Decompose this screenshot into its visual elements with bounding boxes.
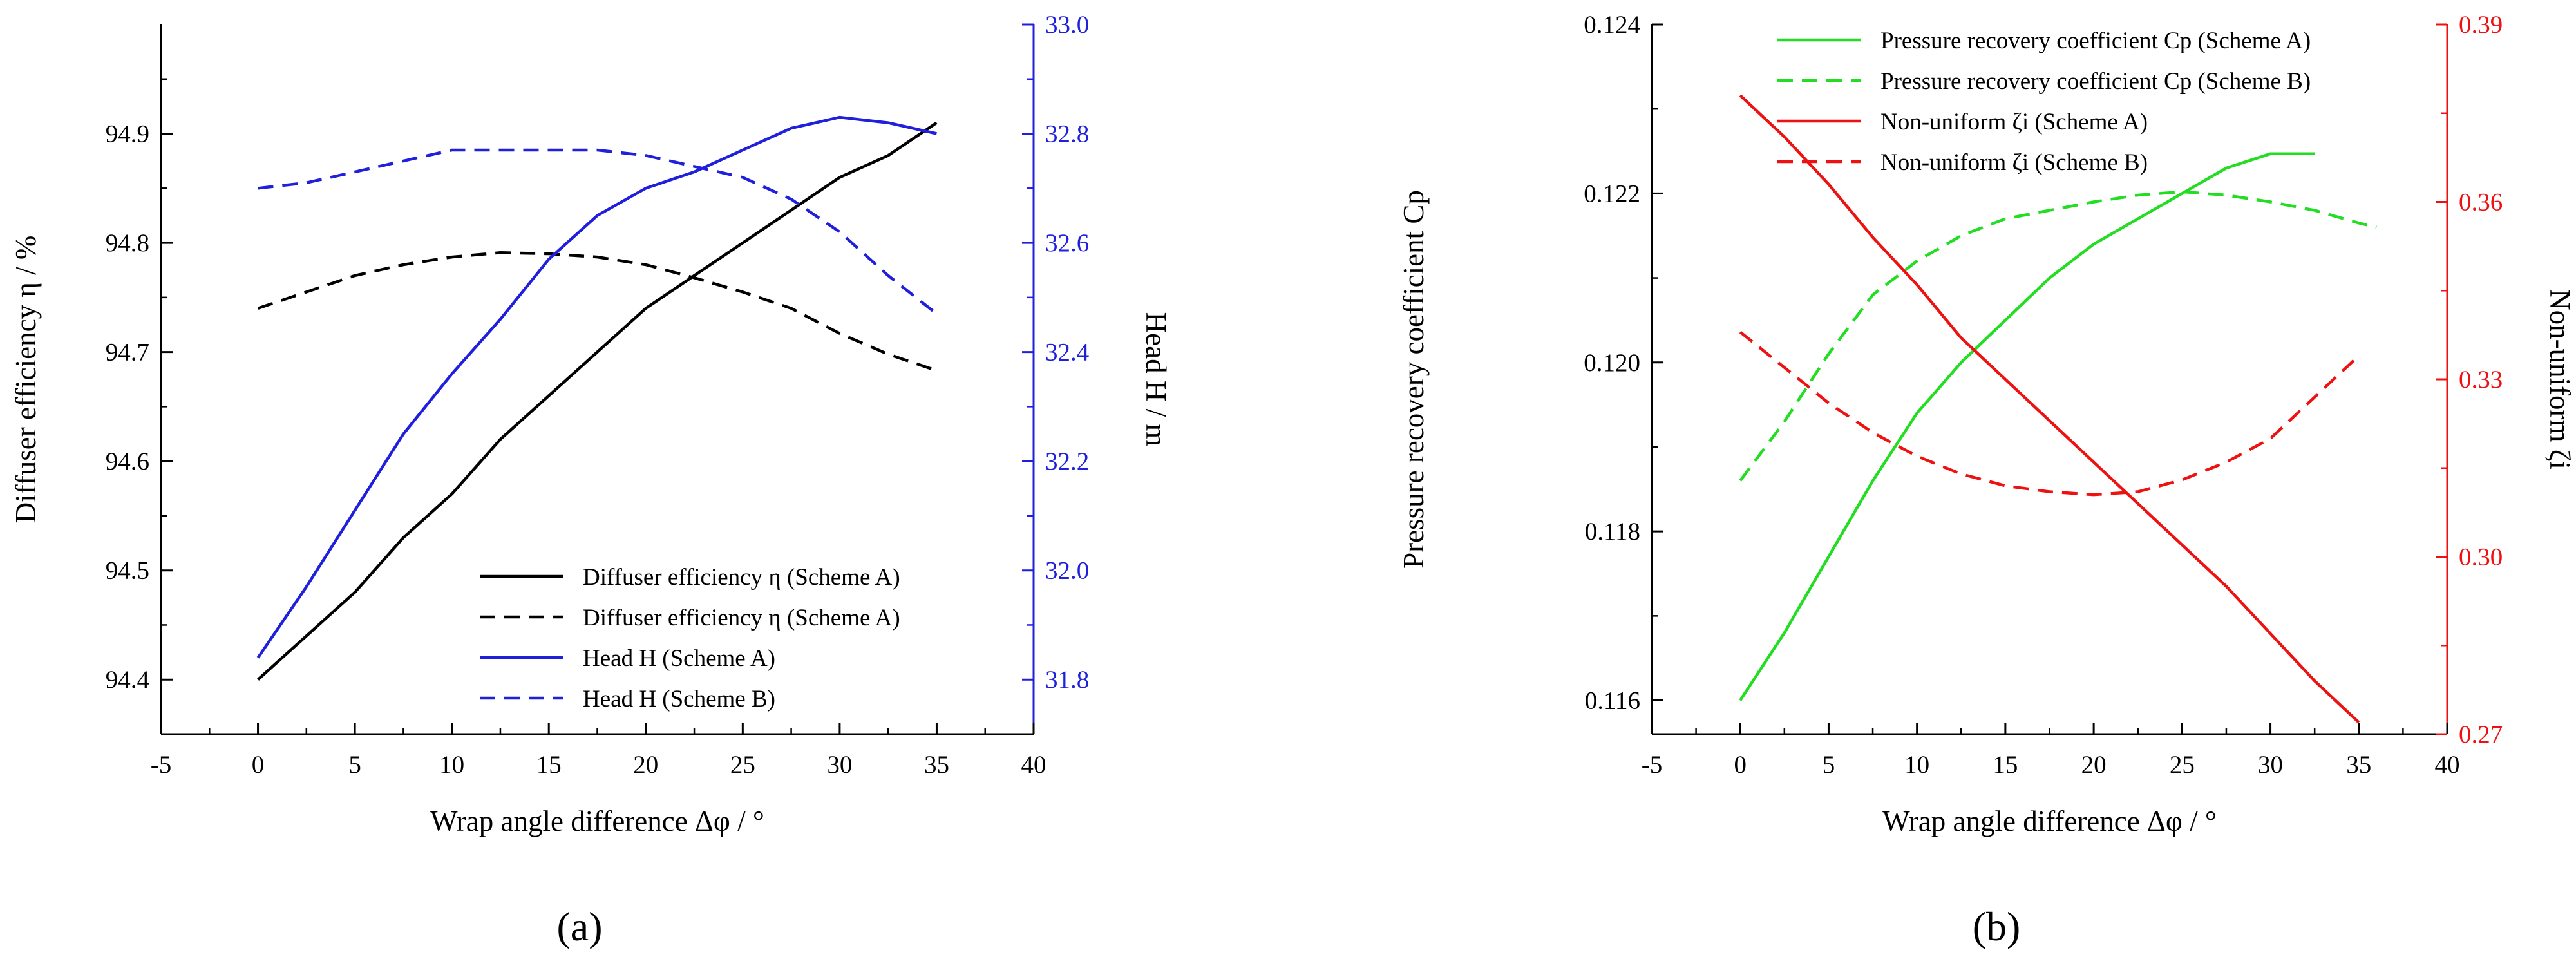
right-y-tick-label: 32.6 bbox=[1045, 229, 1089, 257]
legend-label-1: Diffuser efficiency η (Scheme A) bbox=[583, 564, 900, 591]
left-y-tick-label: 94.5 bbox=[106, 557, 149, 585]
legend-label-3: Non-uniform ζi (Scheme A) bbox=[1880, 109, 2148, 135]
x-tick-label: 30 bbox=[2258, 751, 2283, 779]
chart-panel-a: -5 0 5 10 15 20 25 30 35 40 94.4 94.5 94.6 94.7 94.8 94… bbox=[10, 11, 1172, 949]
left-y-axis-title: Pressure recovery coefficient Cp bbox=[1397, 190, 1430, 569]
right-y-tick-label: 0.33 bbox=[2459, 366, 2503, 394]
legend-label-2: Diffuser efficiency η (Scheme A) bbox=[583, 605, 900, 631]
x-tick-label: 15 bbox=[536, 751, 562, 779]
right-y-tick-label: 33.0 bbox=[1045, 11, 1089, 39]
x-tick-label: 10 bbox=[439, 751, 464, 779]
right-y-tick-label: 31.8 bbox=[1045, 666, 1089, 694]
left-y-tick-label: 0.124 bbox=[1584, 11, 1640, 39]
x-tick-label: -5 bbox=[151, 751, 172, 779]
series-line-2 bbox=[1739, 190, 2377, 482]
right-y-tick-label: 32.0 bbox=[1045, 557, 1089, 585]
x-tick-label: 35 bbox=[924, 751, 949, 779]
x-tick-label: 0 bbox=[1734, 751, 1747, 779]
left-y-tick-label: 0.122 bbox=[1584, 180, 1640, 207]
series-line-3 bbox=[256, 115, 937, 659]
x-tick-label: 30 bbox=[827, 751, 852, 779]
x-tick-label: -5 bbox=[1642, 751, 1663, 779]
right-y-tick-label: 0.30 bbox=[2459, 544, 2503, 571]
legend-label-1: Pressure recovery coefficient Cp (Scheme… bbox=[1880, 28, 2311, 54]
left-y-tick-label: 94.4 bbox=[106, 666, 149, 694]
right-y-tick-label: 32.2 bbox=[1045, 448, 1089, 475]
left-y-tick-label: 94.8 bbox=[106, 229, 149, 257]
x-tick-label: 20 bbox=[633, 751, 658, 779]
x-axis-title: Wrap angle difference Δφ / ° bbox=[1882, 805, 2217, 837]
legend-label-3: Head H (Scheme A) bbox=[583, 645, 775, 672]
x-tick-label: 10 bbox=[1904, 751, 1929, 779]
series-line-1 bbox=[257, 121, 938, 681]
left-y-axis-title: Diffuser efficiency η / % bbox=[10, 236, 42, 524]
x-tick-label: 40 bbox=[2435, 751, 2460, 779]
x-tick-label: 5 bbox=[348, 751, 361, 779]
series-line-3 bbox=[1739, 94, 2360, 724]
series-line-4 bbox=[1739, 330, 2360, 497]
panel-caption: (a) bbox=[556, 904, 602, 949]
series-line-2 bbox=[257, 251, 938, 372]
right-y-axis-title: Non-uniform ζi bbox=[2544, 289, 2576, 470]
x-tick-label: 20 bbox=[2081, 751, 2107, 779]
x-tick-label: 25 bbox=[730, 751, 755, 779]
right-y-tick-label: 0.36 bbox=[2459, 189, 2503, 216]
chart-panel-b: -5 0 5 10 15 20 25 30 35 40 0.116 0.118 0.120 0.122 0.… bbox=[1397, 11, 2576, 949]
legend-label-2: Pressure recovery coefficient Cp (Scheme… bbox=[1880, 68, 2311, 95]
x-tick-label: 25 bbox=[2170, 751, 2195, 779]
right-y-tick-label: 0.27 bbox=[2459, 721, 2503, 748]
x-tick-label: 35 bbox=[2346, 751, 2371, 779]
x-tick-label: 5 bbox=[1823, 751, 1835, 779]
panel-caption: (b) bbox=[1973, 904, 2021, 949]
legend-label-4: Head H (Scheme B) bbox=[583, 686, 775, 712]
left-y-tick-label: 94.7 bbox=[106, 339, 149, 366]
series-line-1 bbox=[1739, 152, 2315, 701]
left-y-tick-label: 0.120 bbox=[1584, 349, 1640, 377]
right-y-tick-label: 32.8 bbox=[1045, 120, 1089, 148]
left-y-tick-label: 94.9 bbox=[106, 120, 149, 148]
right-y-tick-label: 0.39 bbox=[2459, 11, 2503, 39]
left-y-tick-label: 0.116 bbox=[1585, 687, 1640, 715]
x-axis-title: Wrap angle difference Δφ / ° bbox=[430, 805, 764, 837]
x-tick-label: 15 bbox=[1993, 751, 2018, 779]
right-y-axis-title: Head H / m bbox=[1140, 312, 1172, 447]
x-tick-label: 40 bbox=[1021, 751, 1046, 779]
left-y-tick-label: 0.118 bbox=[1585, 518, 1640, 545]
series-line-4 bbox=[258, 148, 938, 316]
legend-label-4: Non-uniform ζi (Scheme B) bbox=[1880, 149, 2148, 176]
x-tick-label: 0 bbox=[252, 751, 265, 779]
left-y-tick-label: 94.6 bbox=[106, 448, 149, 475]
right-y-tick-label: 32.4 bbox=[1045, 339, 1089, 366]
